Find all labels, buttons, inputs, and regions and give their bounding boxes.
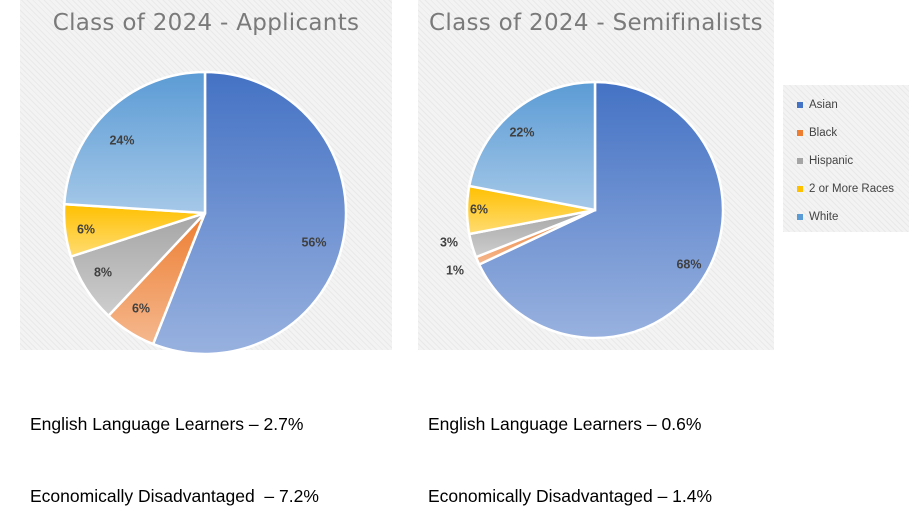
semifinalists-slice-white (467, 80, 597, 212)
semifinalists-chart-title: Class of 2024 - Semifinalists (429, 10, 763, 36)
legend-label-white: White (809, 211, 839, 223)
applicants-econ-stat: Economically Disadvantaged – 7.2% (30, 486, 319, 506)
legend-label-multiracial: 2 or More Races (809, 183, 895, 195)
applicants-label-asian: 56% (301, 235, 326, 249)
semifinalists-label-hispanic: 3% (440, 235, 458, 249)
semifinalists-slice-asian (477, 80, 725, 340)
legend-swatch-black (797, 130, 803, 136)
applicants-label-black: 6% (132, 301, 150, 315)
legend-label-hispanic: Hispanic (809, 155, 854, 167)
semifinalists-econ-stat: Economically Disadvantaged – 1.4% (428, 486, 713, 506)
legend-swatch-white (797, 214, 803, 220)
legend-item-multiracial: 2 or More Races (797, 183, 894, 195)
applicants-ell-stat: English Language Learners – 2.7% (30, 414, 304, 434)
semifinalists-label-asian: 68% (676, 257, 701, 271)
legend-label-asian: Asian (809, 99, 838, 111)
legend-item-hispanic: Hispanic (797, 155, 853, 167)
semifinalists-pie-chart: 68% 1% 3% 6% 22% (440, 80, 725, 340)
applicants-label-multiracial: 6% (77, 222, 95, 236)
semifinalists-chart-panel: Class of 2024 - Semifinalists 68% 1% 3% 6% 2… (418, 0, 774, 350)
applicants-label-hispanic: 8% (94, 265, 112, 279)
applicants-stats: English Language Learners – 2.7% Economi… (30, 364, 319, 532)
applicants-chart-title: Class of 2024 - Applicants (52, 10, 360, 36)
legend-swatch-multiracial (797, 186, 803, 192)
chart-legend: Asian Black Hispanic 2 or More Races Whi… (783, 85, 909, 232)
legend-swatch-hispanic (797, 158, 803, 164)
semifinalists-label-multiracial: 6% (470, 202, 488, 216)
applicants-chart-panel: Class of 2024 - Applicants 56% 6% 8% 6% 24% (20, 0, 392, 356)
legend-item-black: Black (797, 127, 837, 139)
semifinalists-label-black: 1% (446, 263, 464, 277)
applicants-slice-white (62, 70, 207, 215)
applicants-pie-chart: 56% 6% 8% 6% 24% (62, 70, 348, 356)
applicants-slice-asian (151, 70, 348, 356)
legend-label-black: Black (809, 127, 838, 139)
legend-item-asian: Asian (797, 99, 838, 111)
applicants-label-white: 24% (109, 133, 134, 147)
semifinalists-stats: English Language Learners – 0.6% Economi… (428, 364, 712, 532)
legend-item-white: White (797, 211, 838, 223)
legend-swatch-asian (797, 102, 803, 108)
semifinalists-ell-stat: English Language Learners – 0.6% (428, 414, 702, 434)
semifinalists-label-white: 22% (509, 125, 534, 139)
